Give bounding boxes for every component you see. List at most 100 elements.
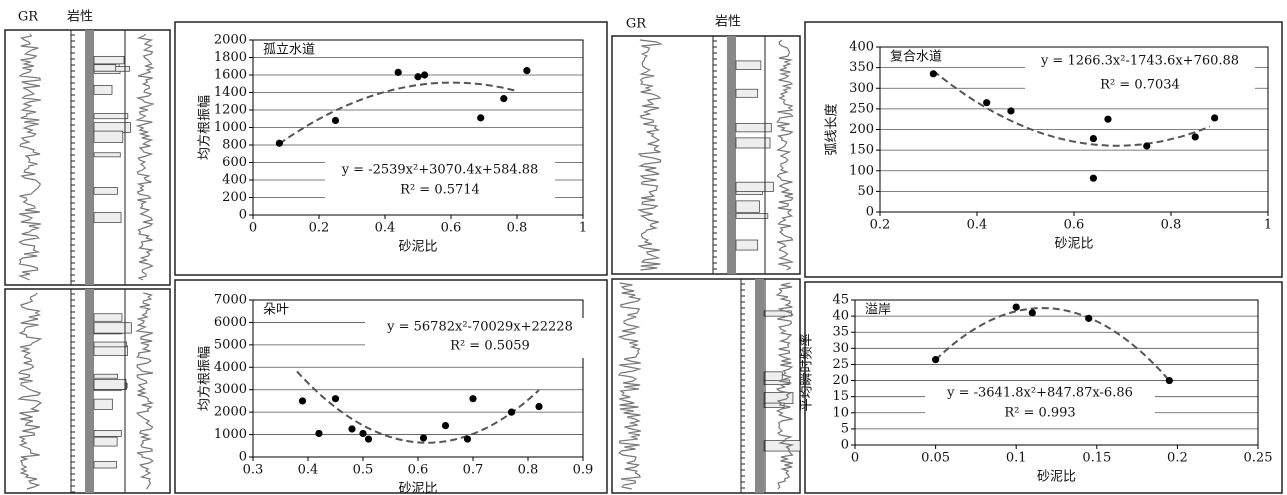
x-axis-label: 砂泥比	[1037, 470, 1076, 485]
y-tick-label: 400	[849, 40, 874, 55]
data-point	[414, 73, 422, 81]
sand-bed	[735, 239, 759, 251]
data-point	[1211, 114, 1219, 122]
data-point	[1085, 314, 1093, 322]
sand-bed	[763, 440, 801, 452]
y-tick-label: 6000	[214, 315, 247, 330]
plot-area	[854, 299, 1259, 446]
y-tick-label: 10	[832, 405, 849, 420]
sand-bed	[93, 378, 127, 390]
sand-bed	[93, 461, 117, 469]
x-tick-label: 0.4	[967, 218, 988, 233]
data-point	[463, 435, 472, 443]
y-tick-label: 5000	[214, 337, 247, 352]
plot-area	[252, 299, 584, 458]
data-point	[421, 71, 429, 79]
data-point	[535, 402, 543, 411]
data-point	[1012, 303, 1020, 311]
res-curve	[775, 39, 795, 271]
x-tick-label: 0.6	[408, 463, 429, 478]
y-tick-label: 1600	[214, 68, 247, 83]
sand-bed	[93, 322, 132, 334]
y-tick-label: 25	[832, 357, 849, 372]
data-point	[364, 435, 373, 443]
data-point	[507, 408, 516, 416]
r-squared: R² = 0.5714	[400, 183, 480, 198]
x-tick-label: 0.15	[1082, 451, 1111, 466]
chart-title: 孤立水道	[263, 43, 315, 58]
log-header: GR	[626, 17, 647, 32]
x-tick-label: 0.2	[870, 218, 891, 233]
y-tick-label: 45	[832, 293, 849, 308]
y-tick-label: 40	[832, 309, 849, 324]
y-tick-label: 20	[832, 373, 849, 388]
x-tick-label: 0.5	[353, 463, 374, 478]
data-point	[348, 425, 356, 433]
y-axis-label: 均方根振幅	[197, 95, 213, 160]
data-point	[315, 429, 323, 438]
data-point	[298, 397, 307, 405]
log-header: 岩性	[67, 10, 93, 25]
sand-bed	[735, 122, 772, 133]
y-tick-label: 600	[222, 155, 247, 170]
data-point	[1007, 107, 1015, 115]
x-tick-label: 0.6	[1064, 218, 1085, 233]
log-panel	[611, 35, 801, 275]
trend-line	[932, 70, 1211, 147]
sand-bed	[735, 181, 774, 192]
chart-frame	[174, 279, 608, 494]
x-tick-label: 0.8	[1161, 218, 1182, 233]
y-tick-label: 800	[222, 138, 247, 153]
data-point	[523, 67, 531, 75]
data-point	[394, 68, 402, 76]
equation: y = -3641.8x²+847.87x-6.86	[946, 386, 1133, 401]
trend-line	[296, 370, 540, 444]
sand-bed	[93, 313, 123, 322]
well-logs	[4, 29, 801, 494]
sand-bed	[93, 64, 117, 72]
r-squared: R² = 0.7034	[1100, 78, 1180, 93]
sand-bed	[93, 152, 121, 158]
lithology-column	[85, 30, 94, 285]
x-tick-label: 0	[249, 221, 257, 236]
equation: y = 1266.3x²-1743.6x+760.88	[1040, 54, 1239, 69]
sand-bed	[93, 113, 129, 120]
data-point	[359, 429, 367, 438]
y-tick-label: 200	[222, 190, 247, 205]
res-curve	[135, 292, 155, 490]
data-point	[469, 395, 477, 403]
lithology-column	[727, 36, 736, 274]
x-axis-label: 砂泥比	[1054, 237, 1093, 252]
equation-bg	[1025, 52, 1255, 92]
data-point	[1089, 134, 1097, 143]
sand-bed	[93, 398, 113, 410]
y-tick-label: 2000	[214, 405, 247, 420]
chart-title: 溢岸	[865, 303, 891, 318]
log-panel	[611, 278, 801, 494]
y-tick-label: 7000	[214, 293, 247, 308]
trend-line	[278, 81, 518, 145]
y-axis-label: 弧线长度	[824, 103, 840, 155]
data-point	[1028, 309, 1036, 317]
data-point	[1143, 142, 1151, 150]
gr-curve	[617, 282, 642, 490]
data-point	[331, 116, 340, 125]
y-tick-label: 150	[849, 143, 874, 158]
y-tick-label: 0	[239, 208, 247, 223]
sand-bed	[93, 212, 122, 223]
sand-bed	[93, 430, 122, 437]
y-tick-label: 350	[849, 60, 874, 75]
plot-area	[879, 46, 1269, 213]
x-axis-label: 砂泥比	[398, 240, 437, 255]
y-tick-label: 1000	[214, 427, 247, 442]
lithology-column	[85, 289, 94, 493]
sand-bed	[735, 200, 760, 213]
data-point	[1089, 174, 1097, 182]
y-tick-label: 1400	[214, 85, 247, 100]
y-axis-label: 平均瞬时频率	[799, 333, 815, 411]
data-point	[1191, 133, 1199, 141]
y-tick-label: 250	[849, 101, 874, 116]
y-tick-label: 1200	[214, 103, 247, 118]
x-tick-label: 0.2	[1167, 451, 1188, 466]
x-axis-label: 砂泥比	[398, 482, 437, 495]
